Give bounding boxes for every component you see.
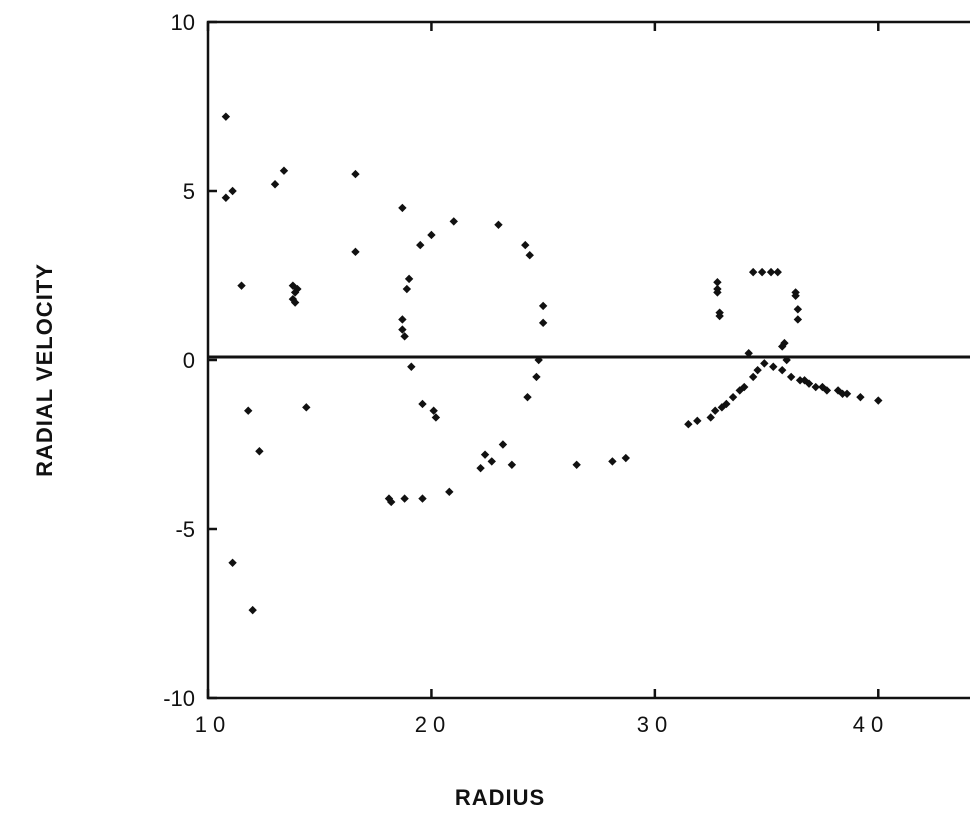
data-point [449,217,458,226]
data-point [534,355,543,365]
x-tick-label-20: 2 0 [415,712,446,737]
y-tick-label-minus-5: -5 [175,517,195,542]
data-point [693,416,702,426]
data-point [791,291,800,300]
data-point [608,457,617,466]
data-point [822,386,832,395]
data-point [538,301,548,311]
data-point [769,362,778,371]
data-point [786,372,796,382]
data-point [400,494,409,503]
y-tick-label-minus-10: -10 [163,686,195,711]
data-point [800,376,809,385]
data-point [713,278,722,287]
data-point [279,166,289,175]
data-point [248,605,257,615]
data-point [404,274,414,284]
data-point [760,359,769,368]
y-tick-label-5: 5 [183,179,195,204]
data-point [302,403,311,412]
data-point [748,267,758,277]
data-point [833,386,843,395]
data-point [804,379,814,388]
data-point [418,494,427,503]
data-point [722,399,731,409]
plot-frame [206,20,970,700]
data-point [842,389,852,398]
data-point [387,497,396,507]
data-point [572,460,581,469]
data-point [744,349,753,358]
data-point [416,240,425,250]
data-point [398,325,407,334]
data-point [523,392,532,402]
data-point [795,376,805,385]
data-point [498,440,508,449]
data-point [476,463,485,473]
data-point [856,392,865,402]
x-tick-label-10: 1 0 [195,712,226,737]
data-point [753,365,762,375]
data-point [757,267,767,277]
y-axis-title: RADIAL VELOCITY [32,263,57,477]
data-point [521,240,530,250]
data-point [532,372,541,382]
data-point [838,389,847,398]
data-point [255,447,264,456]
data-point [290,298,300,307]
data-point [748,372,758,382]
data-point [766,267,776,277]
data-point [398,203,407,213]
data-point [780,338,789,348]
data-point [429,406,438,415]
data-point [773,267,782,277]
data-point [487,457,496,466]
data-point [418,399,427,409]
data-point [494,220,503,229]
data-point [293,284,302,294]
data-point [480,450,490,459]
axis-ticks [206,20,880,700]
data-point [400,332,409,341]
data-point [715,311,724,321]
data-point [221,112,231,121]
data-point [228,186,237,196]
data-point [237,281,246,290]
data-points [221,112,883,615]
data-point [538,318,548,328]
x-tick-label-40: 4 0 [853,712,884,737]
data-point [621,453,631,463]
data-point [684,420,693,429]
data-point [221,193,231,202]
data-point [431,413,441,422]
data-point [811,382,820,392]
data-point [525,251,534,260]
data-point [351,247,360,257]
data-point [793,305,803,314]
x-axis-title: RADIUS [455,785,545,810]
data-point [728,392,738,402]
data-point [407,362,416,371]
data-point [710,406,720,415]
x-tick-label-30: 3 0 [637,712,668,737]
data-point [398,315,407,324]
data-point [740,382,749,392]
data-point [713,288,722,297]
y-tick-label-10: 10 [171,10,195,35]
data-point [874,396,883,405]
data-point [782,355,791,365]
data-point [427,230,436,240]
data-point [706,413,715,422]
data-point [351,169,360,179]
data-point [270,180,280,189]
data-point [793,315,803,324]
data-point [228,558,237,567]
data-point [507,460,517,469]
data-point [778,365,787,375]
data-point [445,487,454,497]
data-point [402,284,412,294]
data-point [244,406,253,415]
y-tick-label-0: 0 [183,348,195,373]
